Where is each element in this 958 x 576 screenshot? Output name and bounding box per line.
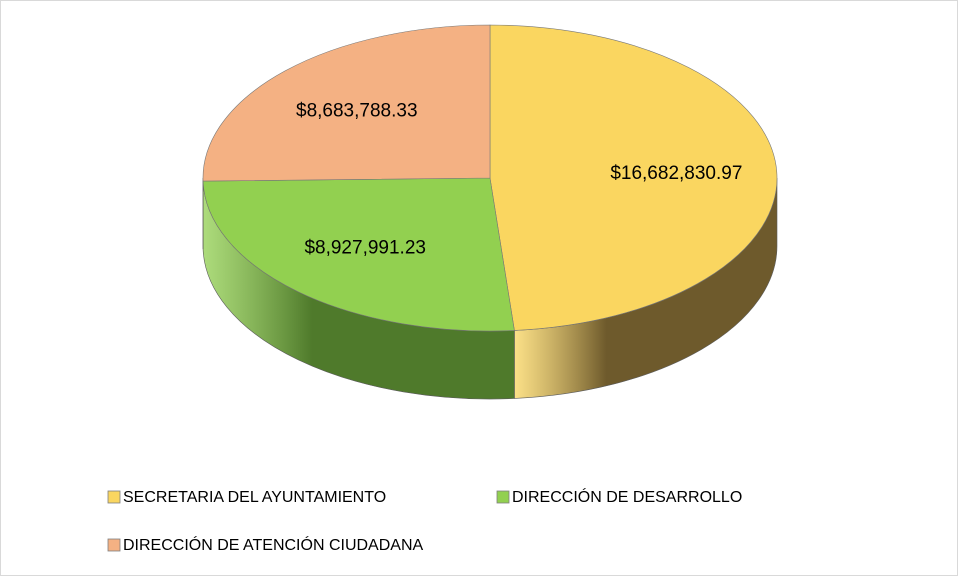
slice xyxy=(202,24,491,182)
slice xyxy=(489,24,778,331)
data-label: $8,927,991.23 xyxy=(304,238,426,259)
slice xyxy=(202,177,515,332)
legend-label: DIRECCIÓN DE ATENCIÓN CIUDADANA xyxy=(123,535,424,554)
legend-swatch xyxy=(107,538,121,552)
legend-swatch xyxy=(496,490,510,504)
data-label: $8,683,788.33 xyxy=(296,101,418,122)
legend-label: SECRETARIA DEL AYUNTAMIENTO xyxy=(123,489,386,506)
legend-swatch xyxy=(107,490,121,504)
legend-label: DIRECCIÓN DE DESARROLLO xyxy=(512,487,742,506)
data-label: $16,682,830.97 xyxy=(610,163,742,184)
